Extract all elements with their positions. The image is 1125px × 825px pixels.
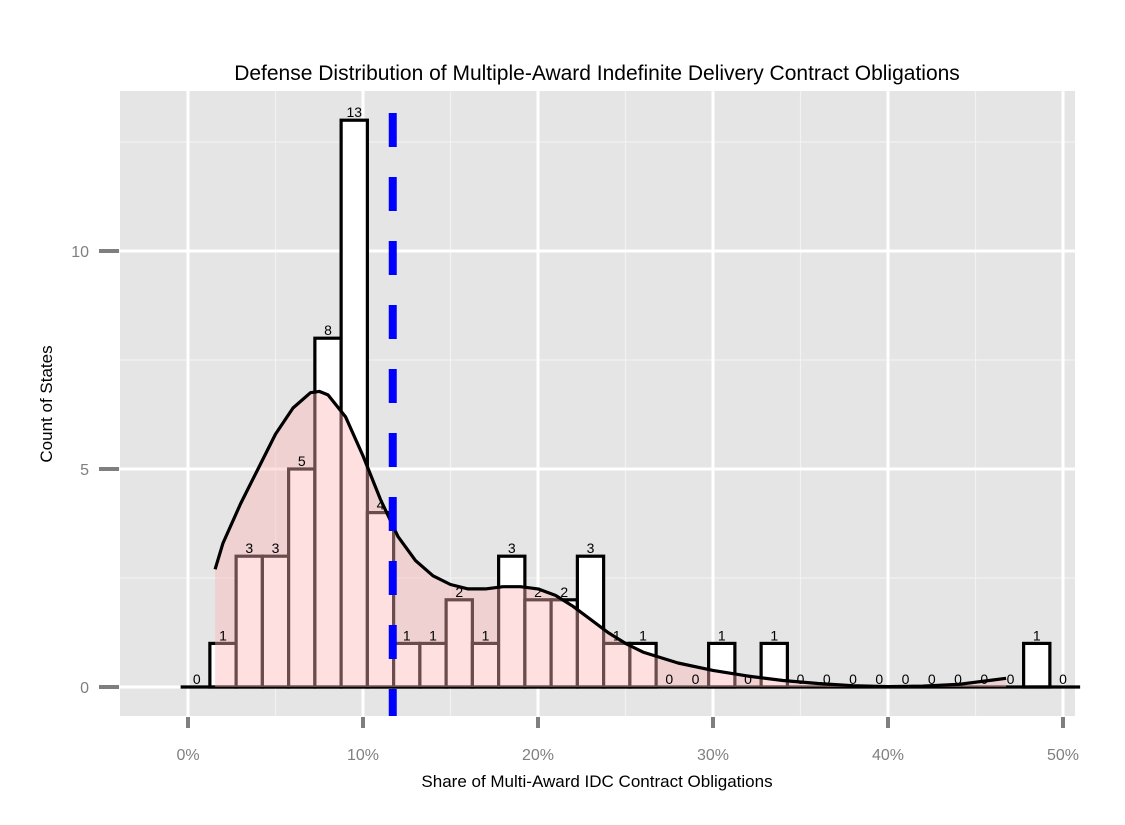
bar-count-label: 1 (718, 627, 726, 643)
x-tick-label: 10% (347, 747, 379, 764)
bar-count-label: 8 (324, 322, 332, 338)
bar-count-label: 1 (613, 627, 621, 643)
bar-count-label: 13 (346, 104, 362, 120)
histogram-bar (707, 641, 737, 689)
y-tick-label: 0 (80, 680, 89, 697)
bar-count-label: 1 (403, 627, 411, 643)
histogram-bar (575, 554, 606, 689)
bar-count-label: 5 (298, 453, 306, 469)
density-area (215, 391, 1007, 687)
bar-count-label: 0 (980, 671, 988, 687)
bar-count-label: 0 (823, 671, 831, 687)
histogram-bar (1022, 641, 1052, 689)
bar-count-label: 1 (1033, 627, 1041, 643)
bar-count-label: 0 (902, 671, 910, 687)
x-axis-title: Share of Multi-Award IDC Contract Obliga… (421, 772, 772, 791)
histogram-bar (260, 554, 291, 689)
bar-count-label: 3 (245, 540, 253, 556)
bar-count-label: 0 (665, 671, 673, 687)
bar-count-label: 0 (797, 671, 805, 687)
chart-title: Defense Distribution of Multiple-Award I… (234, 62, 960, 85)
x-tick-label: 40% (872, 747, 904, 764)
bar-count-label: 0 (875, 671, 883, 687)
density-curve (213, 389, 1007, 689)
bar-count-label: 0 (744, 671, 752, 687)
bar-count-label: 0 (692, 671, 700, 687)
bar-count-label: 0 (193, 671, 201, 687)
bar-count-label: 4 (377, 497, 385, 513)
bar-count-label: 0 (1007, 671, 1015, 687)
bar-count-label: 2 (534, 584, 542, 600)
bar-count-label: 3 (587, 540, 595, 556)
bar-count-label: 1 (770, 627, 778, 643)
bar-count-label: 1 (219, 627, 227, 643)
histogram-bar (339, 118, 369, 689)
y-tick-label: 5 (80, 462, 89, 479)
bar-count-label: 3 (508, 540, 516, 556)
y-tick-label: 10 (71, 244, 89, 261)
bar-count-label: 0 (1059, 671, 1067, 687)
histogram-bar (497, 554, 527, 689)
y-axis-title: Count of States (37, 345, 56, 462)
bar-count-label: 0 (849, 671, 857, 687)
histogram-bar (234, 554, 264, 689)
bar-count-label: 2 (560, 584, 568, 600)
histogram-bars (180, 118, 1081, 689)
bar-count-label: 1 (482, 627, 490, 643)
histogram-bar (287, 467, 317, 689)
bar-count-label: 0 (928, 671, 936, 687)
bar-count-label: 2 (455, 584, 463, 600)
x-tick-label: 20% (522, 747, 554, 764)
bar-count-label: 1 (429, 627, 437, 643)
bar-count-label: 3 (272, 540, 280, 556)
x-tick-label: 30% (697, 747, 729, 764)
x-tick-label: 50% (1047, 747, 1079, 764)
density-layer (213, 389, 1007, 689)
bar-count-label: 0 (954, 671, 962, 687)
x-tick-label: 0% (176, 747, 199, 764)
bar-count-label: 1 (639, 627, 647, 643)
